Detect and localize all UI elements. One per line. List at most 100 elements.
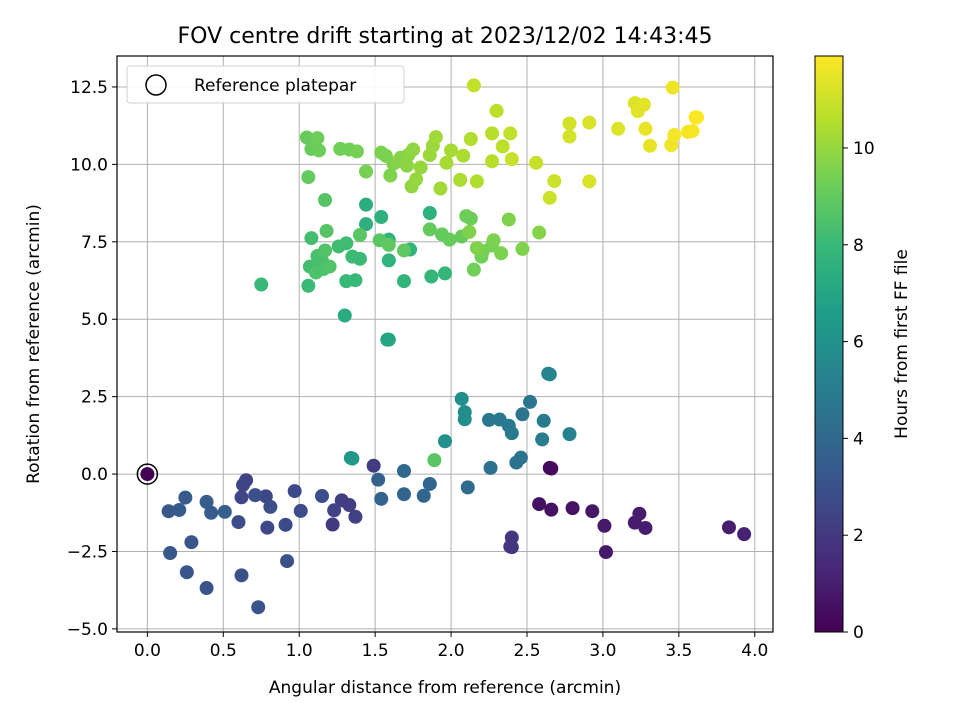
data-points	[136, 78, 752, 615]
data-point	[348, 273, 363, 288]
data-point	[585, 504, 600, 519]
data-point	[163, 546, 178, 561]
x-tick-label: 1.0	[286, 641, 313, 661]
data-point	[460, 480, 475, 495]
data-point	[636, 97, 651, 112]
data-point	[532, 225, 547, 240]
data-point	[258, 489, 273, 504]
data-point	[311, 143, 326, 158]
y-tick-label: −5.0	[67, 620, 108, 640]
data-point	[582, 115, 597, 130]
x-tick-label: 4.0	[741, 641, 768, 661]
data-point	[413, 160, 428, 175]
data-point	[217, 504, 232, 519]
x-tick-label: 0.0	[134, 641, 161, 661]
data-point	[381, 332, 396, 347]
legend: Reference platepar	[126, 65, 405, 104]
y-tick-label: 2.5	[81, 388, 108, 408]
data-point	[263, 499, 278, 514]
data-point	[529, 155, 544, 170]
data-point	[544, 461, 559, 476]
y-tick-label: 10.0	[70, 155, 108, 175]
data-point	[438, 266, 452, 281]
colorbar-tick-label: 10	[853, 139, 875, 159]
data-point	[234, 490, 249, 505]
data-point	[597, 518, 612, 533]
data-point	[598, 545, 613, 560]
data-point	[397, 487, 411, 502]
data-point	[278, 517, 293, 532]
data-point	[495, 139, 510, 154]
colorbar-tick-label: 6	[853, 333, 864, 353]
data-point	[690, 110, 705, 125]
data-point	[515, 241, 530, 256]
data-point	[422, 476, 437, 491]
data-point	[251, 600, 266, 615]
data-point	[310, 131, 325, 146]
data-point	[325, 517, 340, 532]
data-point	[318, 243, 333, 258]
data-point	[456, 148, 471, 163]
x-axis-label: Angular distance from reference (arcmin)	[269, 678, 621, 698]
data-point	[342, 498, 357, 513]
data-point	[231, 515, 246, 530]
data-point	[424, 269, 439, 284]
data-point	[469, 241, 484, 255]
x-tick-label: 3.5	[665, 641, 692, 661]
data-point	[454, 391, 469, 406]
colorbar-tick-label: 2	[853, 526, 864, 546]
data-point	[638, 121, 653, 136]
data-point	[503, 126, 518, 141]
data-point	[260, 520, 275, 535]
data-point	[383, 168, 398, 183]
data-point	[400, 158, 415, 173]
data-point	[184, 535, 199, 550]
x-tick-label: 0.5	[210, 641, 237, 661]
y-tick-label: 0.0	[81, 465, 108, 485]
data-point	[501, 212, 516, 227]
colorbar-tick-label: 0	[853, 623, 864, 643]
data-point	[485, 154, 500, 169]
data-point	[322, 259, 337, 274]
grid-lines	[117, 56, 773, 632]
data-point	[301, 278, 316, 293]
data-point	[352, 251, 367, 266]
colorbar: 0 2 4 6 8 10 Hours from first FF file	[814, 55, 912, 643]
chart-title: FOV centre drift starting at 2023/12/02 …	[178, 24, 713, 49]
data-point	[433, 181, 448, 196]
data-point	[161, 504, 176, 519]
colorbar-label: Hours from first FF file	[892, 249, 912, 439]
data-point	[327, 503, 342, 518]
y-tick-label: 12.5	[70, 78, 108, 98]
data-point	[536, 413, 551, 428]
data-point	[565, 501, 580, 516]
data-point	[337, 308, 352, 323]
data-point	[469, 174, 484, 189]
data-point	[542, 190, 557, 205]
data-point	[462, 224, 477, 239]
data-point	[234, 568, 249, 583]
data-point	[453, 172, 468, 187]
data-point	[504, 540, 519, 555]
data-point	[504, 426, 519, 441]
x-tick-label: 3.0	[589, 641, 616, 661]
data-point	[199, 581, 214, 596]
data-point	[374, 491, 389, 506]
plot-area	[116, 55, 774, 633]
data-point	[544, 502, 559, 517]
data-point	[457, 412, 472, 427]
data-point	[685, 123, 700, 138]
data-point	[366, 458, 381, 473]
data-point	[667, 127, 682, 142]
data-point	[299, 130, 314, 145]
data-point	[482, 412, 497, 427]
data-point	[611, 121, 626, 136]
data-point	[374, 210, 389, 225]
data-point	[349, 144, 364, 159]
data-point	[172, 502, 187, 517]
data-point	[345, 451, 360, 466]
y-axis-label: Rotation from reference (arcmin)	[24, 204, 44, 484]
data-point	[504, 152, 519, 167]
data-point	[315, 489, 329, 504]
